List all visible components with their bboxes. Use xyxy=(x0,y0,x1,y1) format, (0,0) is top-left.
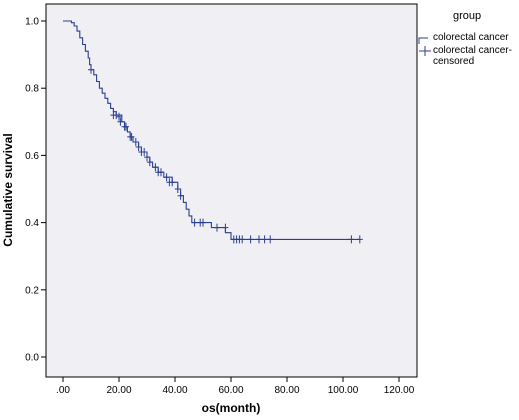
legend-title: group xyxy=(453,10,481,22)
x-tick-label: .00 xyxy=(56,385,70,396)
x-tick-label: 20.00 xyxy=(106,385,131,396)
legend-entry-censored: colorectal cancer- censored xyxy=(433,45,515,67)
plot-background xyxy=(45,3,418,378)
y-tick-label: 0.6 xyxy=(25,151,39,162)
censor-mark xyxy=(356,235,363,244)
y-tick-label: 0.0 xyxy=(25,353,39,364)
legend-line-icon xyxy=(418,37,428,44)
censor-mark xyxy=(256,235,262,244)
censor-mark xyxy=(267,235,274,244)
censor-mark xyxy=(123,122,129,131)
censor-mark xyxy=(239,235,246,244)
censor-mark xyxy=(116,112,122,121)
censor-mark xyxy=(348,235,355,244)
x-axis-title: os(month) xyxy=(202,401,261,415)
y-tick-label: 1.0 xyxy=(25,17,39,28)
x-tick-label: 40.00 xyxy=(162,385,187,396)
legend: group colorectal cancer colorectal cance… xyxy=(418,10,515,67)
x-tick-label: 100.00 xyxy=(328,385,359,396)
censor-mark xyxy=(113,111,120,120)
x-tick-label: 80.00 xyxy=(274,385,299,396)
legend-entry-series: colorectal cancer xyxy=(433,32,509,43)
censor-mark xyxy=(146,158,153,167)
x-axis: .00 20.00 40.00 60.00 80.00 100.00 120.00 xyxy=(56,377,415,396)
legend-censor-icon xyxy=(419,46,431,56)
y-tick-label: 0.2 xyxy=(25,285,39,296)
censor-mark xyxy=(222,223,229,232)
censor-mark xyxy=(177,191,184,200)
censor-layer xyxy=(88,65,363,244)
censor-mark xyxy=(135,143,142,151)
censor-mark xyxy=(152,163,159,172)
censor-mark xyxy=(88,65,94,74)
censor-mark xyxy=(128,132,135,141)
censor-mark xyxy=(158,168,164,177)
y-tick-label: 0.4 xyxy=(25,218,39,229)
censor-mark xyxy=(247,235,254,244)
censor-mark xyxy=(144,153,150,162)
x-tick-label: 60.00 xyxy=(218,385,243,396)
censor-mark xyxy=(261,235,268,244)
censor-mark xyxy=(169,178,176,187)
censor-mark xyxy=(117,117,124,126)
censor-mark xyxy=(174,185,181,193)
y-tick-label: 0.8 xyxy=(25,84,39,95)
censor-mark xyxy=(200,218,206,227)
censor-mark xyxy=(214,223,220,232)
y-axis-title: Cumulative survival xyxy=(1,133,15,246)
censor-mark xyxy=(191,218,198,227)
censor-mark xyxy=(141,148,148,156)
censor-mark xyxy=(132,138,139,146)
censor-mark xyxy=(163,173,170,182)
x-tick-label: 120.00 xyxy=(384,385,415,396)
y-axis: 0.0 0.2 0.4 0.6 0.8 1.0 xyxy=(25,17,46,364)
